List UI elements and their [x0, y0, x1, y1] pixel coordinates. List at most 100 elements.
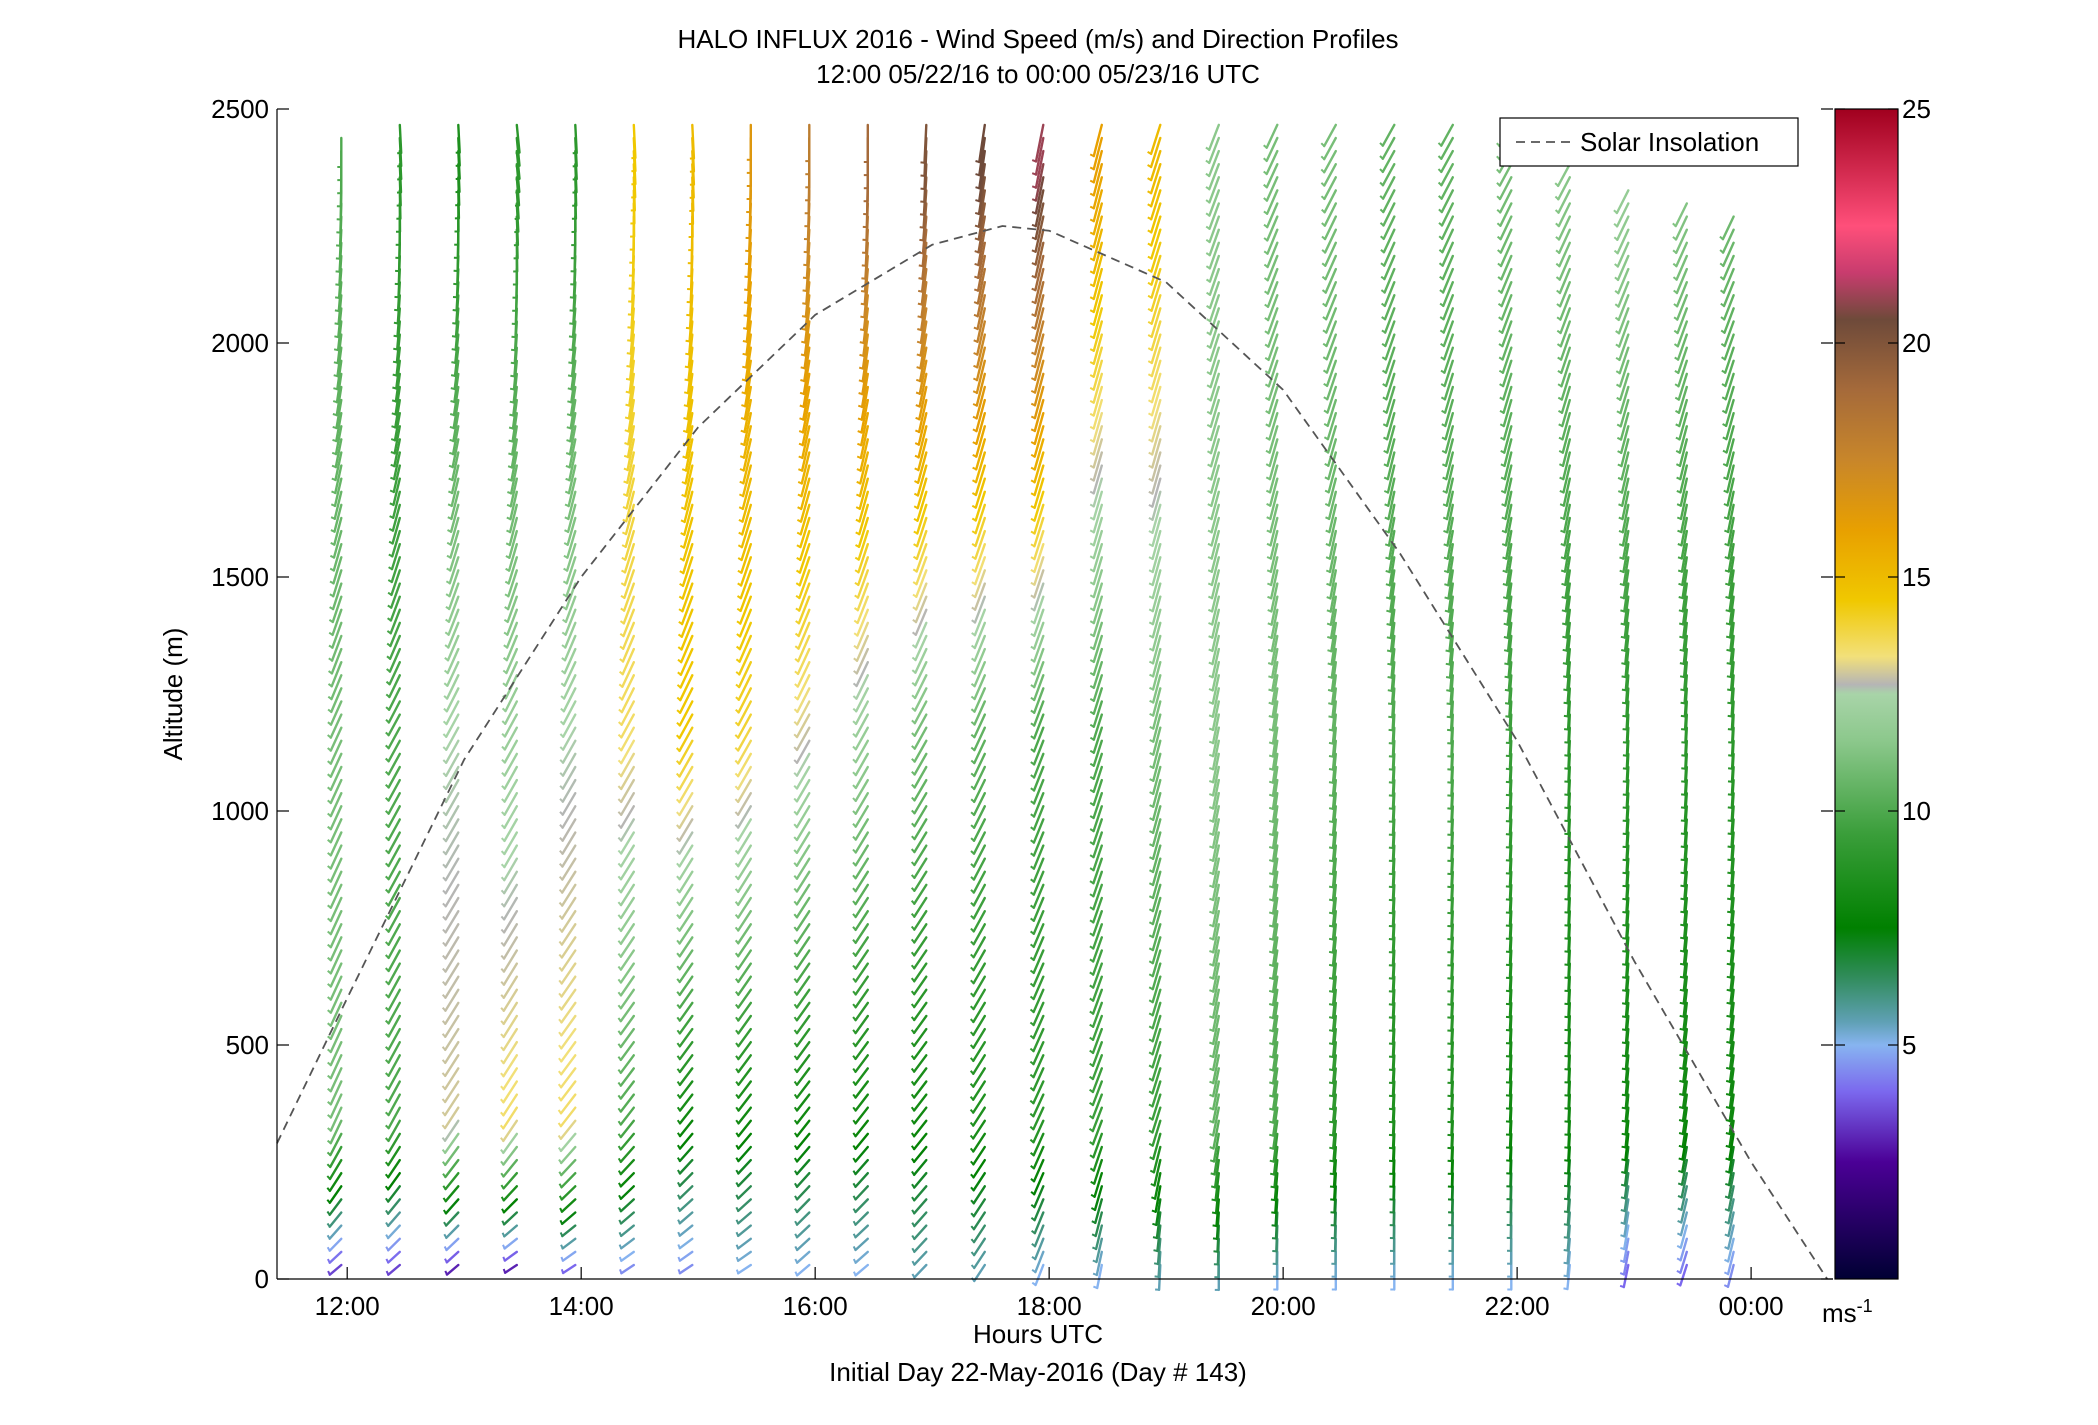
wind-barb [387, 805, 401, 828]
wind-barb-feather [917, 315, 922, 319]
wind-barb [328, 1224, 343, 1240]
wind-barb [745, 320, 752, 356]
wind-barb-feather [1269, 1094, 1274, 1098]
wind-barb-feather [735, 1269, 740, 1274]
wind-barb-feather [860, 302, 865, 306]
wind-barb-feather [1148, 608, 1154, 613]
wind-barb [796, 647, 811, 676]
wind-barb [444, 1014, 460, 1039]
wind-barb-feather [1503, 622, 1508, 626]
wind-barb-feather [623, 480, 628, 484]
wind-barb-feather [1208, 648, 1213, 652]
wind-barb-feather [1268, 1003, 1274, 1006]
wind-barb-feather [1208, 727, 1214, 731]
wind-barb [1033, 1237, 1045, 1261]
wind-barb-feather [384, 993, 390, 998]
wind-barb-feather [567, 387, 572, 391]
wind-barb [328, 1171, 343, 1193]
wind-barb-feather [618, 1194, 622, 1200]
wind-barb [1153, 1158, 1162, 1187]
wind-barb-feather [619, 658, 624, 663]
wind-barb-feather [1031, 1268, 1036, 1273]
wind-barb [1092, 281, 1104, 314]
wind-barb-feather [793, 952, 798, 957]
wind-barb-feather [1443, 556, 1449, 560]
wind-barb [1092, 1145, 1104, 1172]
wind-barb-feather [911, 770, 916, 776]
wind-barb-feather [1089, 542, 1095, 547]
wind-barb [916, 490, 928, 522]
wind-barb [973, 595, 986, 624]
wind-barb-feather [973, 352, 978, 356]
wind-barb-feather [442, 902, 447, 907]
wind-barb [795, 752, 811, 777]
wind-barb [973, 713, 986, 739]
wind-barb-feather [1680, 884, 1685, 888]
wind-barb-feather [327, 983, 332, 988]
wind-barb-feather [853, 644, 858, 649]
wind-barb [972, 936, 986, 959]
wind-barb-feather [617, 888, 622, 893]
wind-barb [619, 883, 635, 907]
wind-barb [1211, 608, 1221, 639]
wind-barb [742, 438, 752, 472]
wind-barb-feather [1383, 490, 1389, 494]
wind-barb [854, 896, 869, 919]
wind-barb [743, 385, 752, 421]
wind-barb [503, 1237, 518, 1250]
wind-barb [623, 556, 635, 587]
wind-barb-feather [1563, 675, 1568, 678]
wind-barb [795, 1224, 811, 1239]
wind-barb [450, 464, 460, 495]
wind-barb-feather [1209, 1067, 1214, 1071]
wind-barb-feather [1030, 658, 1035, 663]
wind-barb [1150, 241, 1162, 273]
wind-barb [329, 752, 343, 778]
wind-barb-feather [501, 732, 506, 738]
wind-barb [1152, 700, 1162, 730]
wind-barb-feather [1725, 1170, 1730, 1174]
wind-barb-feather [1089, 296, 1095, 300]
wind-barb [1212, 1132, 1221, 1163]
wind-barb-feather [1149, 778, 1154, 782]
wind-barb [1092, 438, 1104, 469]
wind-barb-feather [501, 707, 507, 712]
wind-barb [972, 805, 986, 829]
wind-barb-feather [327, 1127, 332, 1132]
wind-barb-feather [1030, 441, 1036, 445]
wind-barb-feather [911, 1234, 916, 1240]
wind-barb-feather [449, 425, 455, 430]
wind-barb-feather [913, 530, 918, 535]
wind-barb [619, 1080, 635, 1100]
wind-barb [973, 621, 986, 650]
wind-barb-feather [328, 670, 333, 675]
wind-barb [678, 936, 694, 958]
wind-barb [1209, 346, 1221, 376]
x-axis-sublabel: Initial Day 22-May-2016 (Day # 143) [829, 1357, 1247, 1387]
wind-barb-feather [509, 387, 515, 391]
wind-barb [561, 726, 577, 751]
wind-barb-feather [566, 439, 571, 443]
wind-barb-feather [505, 567, 510, 572]
wind-barb [682, 516, 694, 549]
wind-barb-feather [735, 1016, 740, 1022]
wind-barb-feather [618, 1231, 623, 1237]
wind-barb [1211, 687, 1221, 718]
wind-barb-feather [975, 173, 980, 177]
wind-barb [387, 910, 401, 933]
wind-barb [1151, 1014, 1162, 1043]
wind-barb-feather [1148, 634, 1154, 639]
wind-barb-feather [734, 811, 739, 816]
wind-barb [505, 621, 518, 649]
wind-barb-feather [500, 1072, 505, 1077]
wind-barb-feather [969, 1005, 975, 1010]
wind-barb [622, 582, 635, 612]
wind-barb-feather [335, 283, 340, 286]
wind-barb [561, 1263, 577, 1275]
wind-barb-feather [913, 543, 918, 548]
wind-barb-feather [618, 1219, 622, 1224]
wind-barb-feather [973, 326, 978, 330]
wind-barb-feather [1725, 635, 1731, 639]
wind-barb [795, 949, 811, 970]
